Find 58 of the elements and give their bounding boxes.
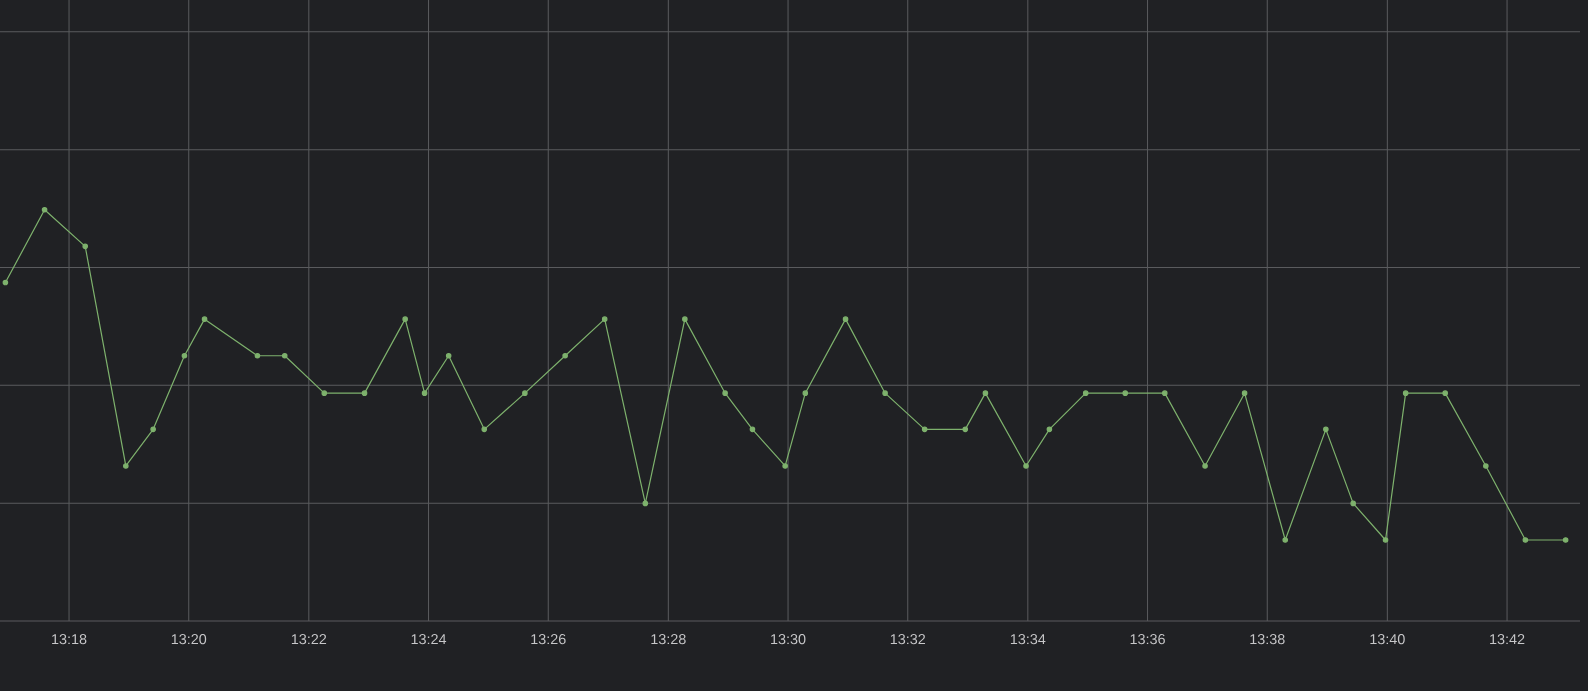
x-tick-label: 13:40: [1370, 634, 1405, 645]
point: [82, 243, 89, 250]
point: [1402, 390, 1409, 396]
point: [321, 390, 328, 396]
point: [445, 352, 452, 359]
point: [1483, 463, 1489, 469]
point: [1382, 537, 1389, 543]
x-tick-label: 13:22: [291, 634, 327, 645]
point: [1282, 537, 1289, 543]
x-tick-label: 13:20: [171, 634, 207, 645]
point: [201, 316, 208, 322]
point: [1023, 463, 1029, 469]
point: [962, 426, 969, 433]
x-tick-label: 13:32: [890, 634, 926, 645]
point: [749, 426, 756, 433]
point: [1046, 426, 1053, 433]
point: [802, 390, 809, 396]
point: [642, 500, 649, 507]
point: [2, 279, 9, 286]
point: [921, 426, 928, 433]
x-tick-label: 13:38: [1250, 634, 1285, 645]
point: [522, 390, 528, 396]
x-tick-label: 13:30: [771, 634, 806, 645]
point: [150, 426, 156, 433]
x-tick-label: 13:18: [52, 634, 87, 645]
point: [722, 390, 728, 396]
point: [1241, 390, 1248, 396]
point: [1202, 463, 1208, 469]
point: [402, 316, 408, 322]
point: [481, 426, 488, 433]
point: [41, 206, 48, 213]
point: [601, 316, 608, 322]
point: [281, 352, 288, 359]
point: [123, 463, 129, 469]
point: [982, 390, 989, 396]
point: [882, 390, 888, 396]
x-tick-label: 13:24: [411, 634, 447, 645]
point: [254, 352, 261, 359]
x-tick-label: 13:42: [1490, 634, 1525, 645]
point: [682, 316, 688, 322]
point: [1323, 426, 1329, 433]
point: [361, 390, 368, 396]
point: [181, 352, 188, 359]
point: [1350, 500, 1356, 507]
point: [421, 390, 428, 396]
point: [782, 463, 788, 469]
point: [1562, 537, 1569, 543]
x-tick-label: 13:28: [651, 634, 686, 645]
point: [842, 316, 849, 322]
point: [1162, 390, 1168, 396]
point: [562, 352, 568, 359]
point: [1122, 390, 1129, 396]
x-tick-label: 13:26: [531, 634, 566, 645]
x-tick-label: 13:34: [1010, 634, 1046, 645]
point: [1082, 390, 1089, 396]
point: [1442, 390, 1449, 396]
x-tick-label: 13:36: [1130, 634, 1165, 645]
point: [1522, 537, 1529, 543]
